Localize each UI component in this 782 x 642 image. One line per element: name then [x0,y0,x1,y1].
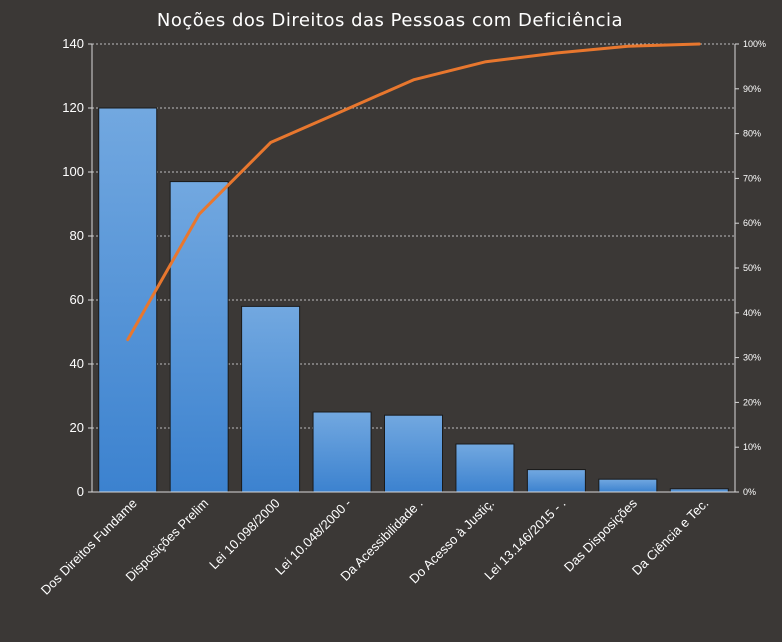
bars [98,107,729,493]
bar [526,469,586,493]
y2-tick-label: 20% [743,397,761,407]
y-tick-label: 40 [70,356,84,371]
bar [241,305,301,493]
y2-tick-label: 60% [743,218,761,228]
bar [384,414,443,493]
y2-tick-label: 40% [743,308,761,318]
cumulative-line [126,42,701,342]
y-tick-label: 0 [77,484,84,499]
y2-tick-label: 0% [743,487,756,497]
y-tick-label: 60 [70,292,84,307]
y2-tick-label: 90% [743,84,761,94]
y-axis-ticks: 0 20 40 60 80 100 120 140 [62,36,92,499]
bar [98,107,158,493]
y2-axis-ticks: 0% 10% 20% 30% 40% 50% 60% 70% 80% 90% 100% [735,39,766,497]
bar [312,411,372,493]
bar [169,181,229,493]
y-tick-label: 100 [62,164,84,179]
cumulative-line-path [126,42,701,342]
y2-tick-label: 10% [743,442,761,452]
y-tick-label: 80 [70,228,84,243]
y2-tick-label: 80% [743,129,761,139]
y2-tick-label: 100% [743,39,766,49]
y-tick-label: 140 [62,36,84,51]
chart-title: Noções dos Direitos das Pessoas com Defi… [157,10,623,31]
bar [598,478,658,493]
bar [455,443,515,493]
y2-tick-label: 50% [743,263,761,273]
y-tick-label: 120 [62,100,84,115]
y-tick-label: 20 [70,420,84,435]
y2-tick-label: 30% [743,353,761,363]
y2-tick-label: 70% [743,173,761,183]
